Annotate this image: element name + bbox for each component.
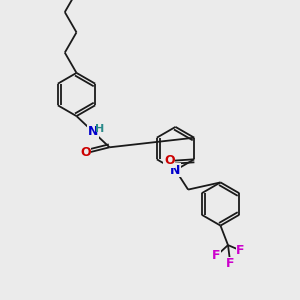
Text: H: H bbox=[95, 124, 104, 134]
Text: F: F bbox=[236, 244, 245, 257]
Text: N: N bbox=[88, 125, 98, 138]
Text: N: N bbox=[170, 164, 181, 177]
Text: F: F bbox=[212, 249, 221, 262]
Text: F: F bbox=[226, 257, 235, 270]
Text: O: O bbox=[80, 146, 91, 159]
Text: O: O bbox=[164, 154, 175, 167]
